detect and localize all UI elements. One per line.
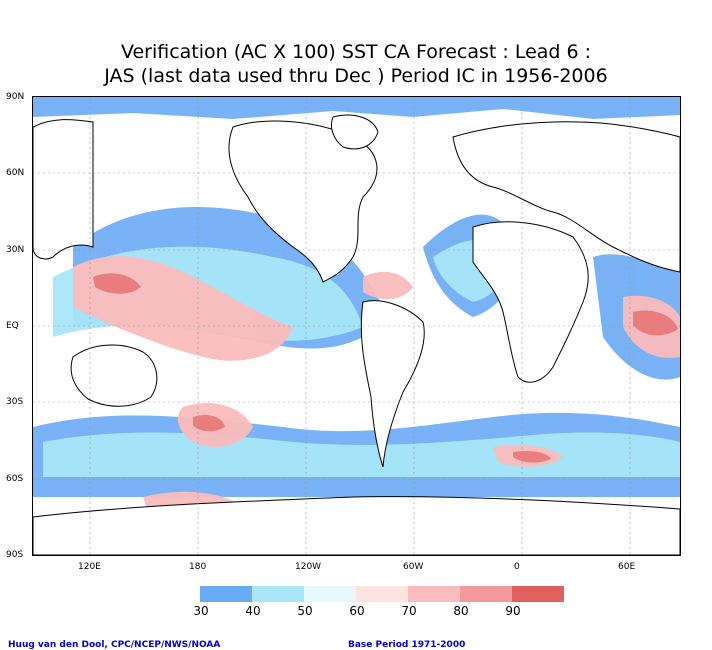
- colorbar-label-80: 80: [453, 604, 469, 618]
- europe-asia: [452, 121, 680, 273]
- colorbar-box-4: [356, 586, 408, 602]
- colorbar-box-3: [304, 586, 356, 602]
- map-title-line2: JAS (last data used thru Dec ) Period IC…: [104, 65, 608, 87]
- lon-label-120w: 120W: [295, 562, 322, 572]
- lat-label-60s: 60S: [6, 474, 24, 484]
- lon-label-60w: 60W: [403, 562, 424, 572]
- lon-label-0: 0: [514, 562, 520, 572]
- lon-label-180: 180: [189, 562, 207, 572]
- greenland: [330, 114, 379, 150]
- colorbar-label-40: 40: [245, 604, 261, 618]
- sst-map-svg: [33, 97, 680, 555]
- colorbar-label-30: 30: [193, 604, 209, 618]
- asia-west: [33, 119, 94, 260]
- lon-label-60e: 60E: [618, 562, 636, 572]
- graticule: [33, 97, 680, 555]
- australia: [70, 344, 158, 407]
- map-title-line1: Verification (AC X 100) SST CA Forecast …: [120, 41, 592, 63]
- lat-label-60n: 60N: [6, 168, 25, 178]
- sst-map: [32, 96, 681, 556]
- africa: [472, 221, 589, 383]
- colorbar-box-2: [252, 586, 304, 602]
- lat-label-eq: EQ: [6, 321, 19, 331]
- colorbar-box-7: [512, 586, 564, 602]
- antarctica: [33, 496, 680, 555]
- lat-label-30s: 30S: [6, 397, 24, 407]
- colorbar-label-70: 70: [401, 604, 417, 618]
- footer-base-period: Base Period 1971-2000: [348, 640, 466, 650]
- colorbar-box-5: [408, 586, 460, 602]
- continents: [33, 114, 680, 555]
- lon-label-120e: 120E: [78, 562, 101, 572]
- footer-credit: Huug van den Dool, CPC/NCEP/NWS/NOAA: [8, 640, 221, 650]
- south-america: [360, 300, 425, 468]
- top-skill-shading: [93, 273, 678, 463]
- colorbar-label-90: 90: [505, 604, 521, 618]
- colorbar-box-6: [460, 586, 512, 602]
- colorbar-label-50: 50: [297, 604, 313, 618]
- lat-label-30n: 30N: [6, 245, 25, 255]
- colorbar-label-60: 60: [349, 604, 365, 618]
- colorbar: [200, 586, 564, 604]
- lat-label-90n: 90N: [6, 92, 25, 102]
- lat-label-90s: 90S: [6, 550, 24, 560]
- colorbar-box-1: [200, 586, 252, 602]
